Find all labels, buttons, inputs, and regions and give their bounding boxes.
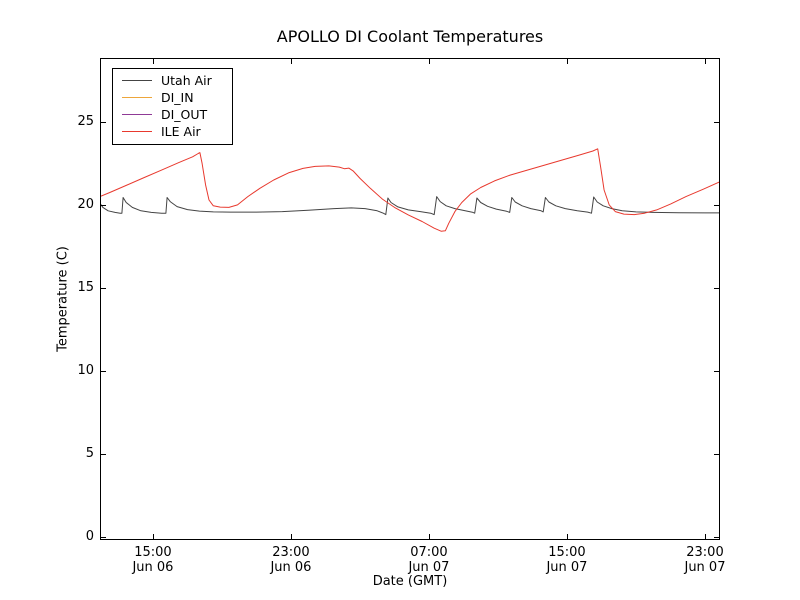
legend-label: Utah Air [161,73,212,88]
series-line-ile-air [100,148,720,232]
plot-canvas [100,58,720,540]
x-tick-label: 15:00 Jun 06 [132,545,174,575]
legend-line-swatch [122,97,152,98]
series-line-utah-air [100,196,720,216]
legend-item-di-out: DI_OUT [113,106,232,123]
legend-line-swatch [122,114,152,115]
legend-item-utah-air: Utah Air [113,72,232,89]
y-tick-label: 15 [77,279,94,295]
x-tick-label: 15:00 Jun 07 [546,545,588,575]
legend-item-ile-air: ILE Air [113,123,232,140]
x-tick-label: 07:00 Jun 07 [408,545,450,575]
legend-item-di-in: DI_IN [113,89,232,106]
legend: Utah Air DI_IN DI_OUT ILE Air [112,68,233,145]
legend-line-swatch [122,80,152,81]
chart-title: APOLLO DI Coolant Temperatures [276,27,544,46]
legend-label: ILE Air [161,124,201,139]
legend-line-swatch [122,131,152,132]
y-tick-label: 0 [85,529,94,544]
x-tick-label: 23:00 Jun 07 [684,545,726,575]
plot-frame [100,58,720,540]
y-axis-label: Temperature (C) [55,246,71,352]
legend-label: DI_OUT [161,107,208,122]
x-tick-label: 23:00 Jun 06 [270,545,312,575]
legend-label: DI_IN [161,90,194,105]
y-tick-label: 5 [85,445,94,461]
x-axis-label: Date (GMT) [372,574,448,589]
plot-area [100,58,720,540]
y-tick-label: 10 [77,362,94,378]
y-tick-label: 20 [77,196,94,212]
y-tick-label: 25 [77,113,94,129]
